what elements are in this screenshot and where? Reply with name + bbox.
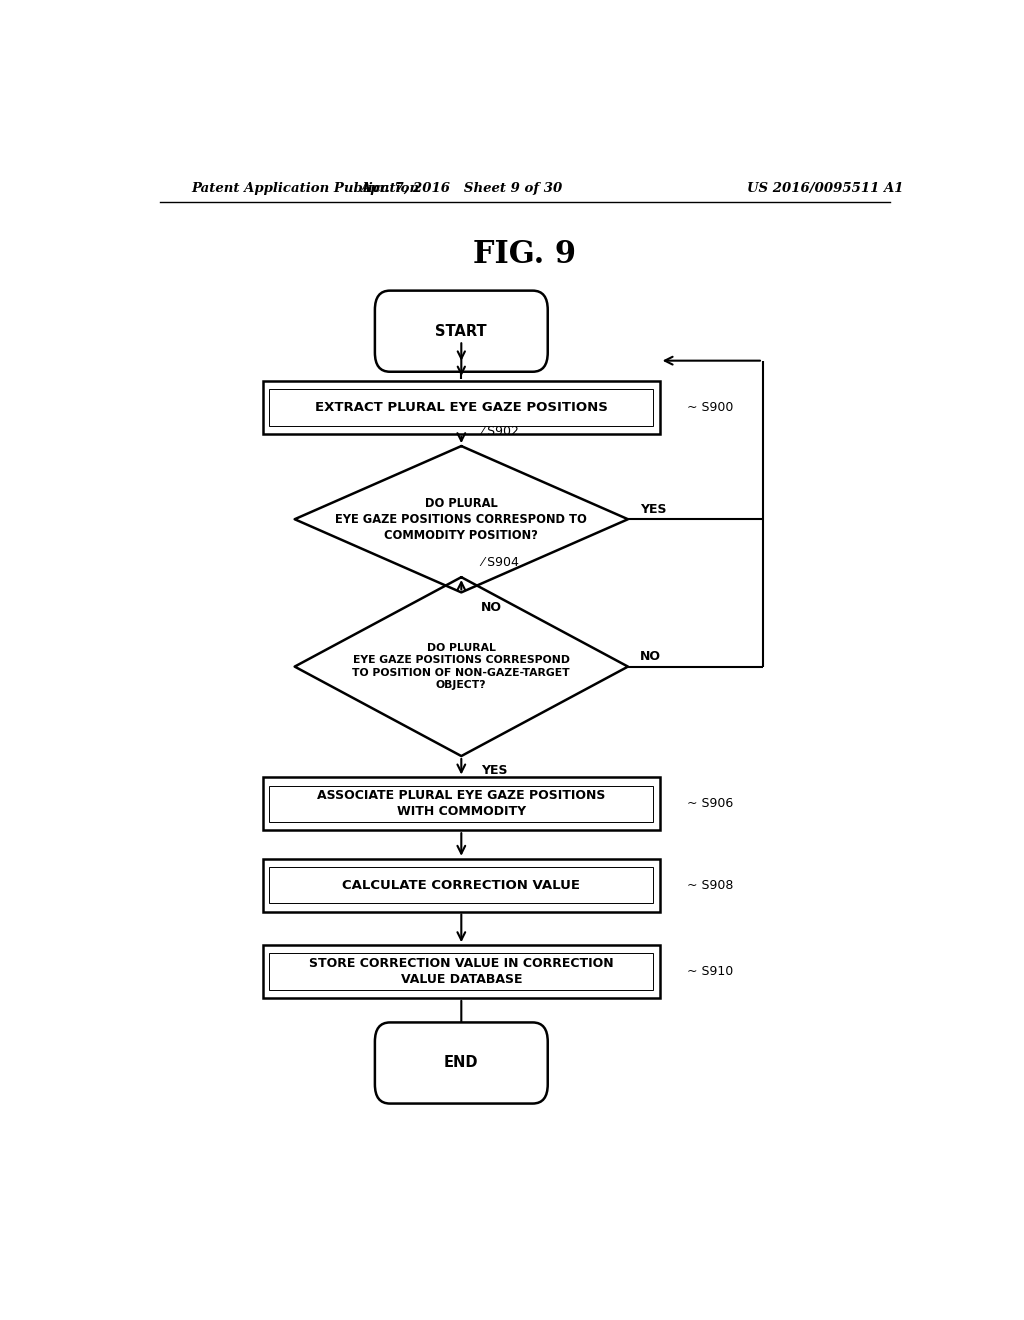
Text: ⁄ S904: ⁄ S904 — [481, 556, 519, 569]
Text: NO: NO — [640, 649, 660, 663]
Text: ASSOCIATE PLURAL EYE GAZE POSITIONS
WITH COMMODITY: ASSOCIATE PLURAL EYE GAZE POSITIONS WITH… — [317, 789, 605, 818]
Text: NO: NO — [481, 601, 502, 614]
Text: ~ S900: ~ S900 — [687, 401, 734, 414]
Bar — [263, 777, 659, 830]
Text: DO PLURAL
EYE GAZE POSITIONS CORRESPOND
TO POSITION OF NON-GAZE-TARGET
OBJECT?: DO PLURAL EYE GAZE POSITIONS CORRESPOND … — [352, 643, 570, 690]
Text: DO PLURAL
EYE GAZE POSITIONS CORRESPOND TO
COMMODITY POSITION?: DO PLURAL EYE GAZE POSITIONS CORRESPOND … — [336, 496, 587, 541]
Text: END: END — [444, 1056, 478, 1071]
Text: ~ S906: ~ S906 — [687, 797, 734, 810]
Text: EXTRACT PLURAL EYE GAZE POSITIONS: EXTRACT PLURAL EYE GAZE POSITIONS — [314, 401, 608, 414]
Text: FIG. 9: FIG. 9 — [473, 239, 577, 271]
Bar — [263, 859, 659, 912]
Bar — [269, 785, 653, 822]
Text: ⁄ S902: ⁄ S902 — [481, 425, 519, 438]
Text: START: START — [435, 323, 487, 339]
FancyBboxPatch shape — [375, 290, 548, 372]
Bar — [263, 945, 659, 998]
Bar — [269, 389, 653, 426]
Text: ~ S908: ~ S908 — [687, 879, 734, 891]
Bar — [269, 867, 653, 903]
Text: CALCULATE CORRECTION VALUE: CALCULATE CORRECTION VALUE — [342, 879, 581, 891]
Text: YES: YES — [640, 503, 667, 516]
FancyBboxPatch shape — [375, 1023, 548, 1104]
Text: ~ S910: ~ S910 — [687, 965, 734, 978]
Text: US 2016/0095511 A1: US 2016/0095511 A1 — [748, 182, 903, 195]
Bar — [269, 953, 653, 990]
Text: YES: YES — [481, 764, 508, 777]
Bar — [263, 381, 659, 434]
Text: Apr. 7, 2016   Sheet 9 of 30: Apr. 7, 2016 Sheet 9 of 30 — [360, 182, 562, 195]
Text: STORE CORRECTION VALUE IN CORRECTION
VALUE DATABASE: STORE CORRECTION VALUE IN CORRECTION VAL… — [309, 957, 613, 986]
Text: Patent Application Publication: Patent Application Publication — [191, 182, 420, 195]
